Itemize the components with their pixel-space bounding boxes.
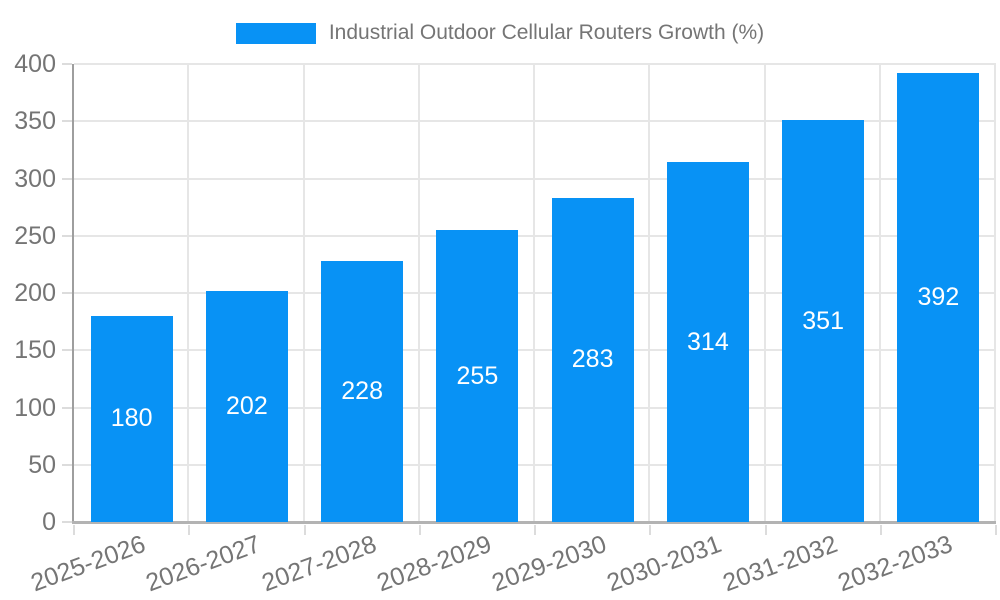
x-axis-line	[72, 521, 996, 524]
y-tick-label: 200	[14, 279, 56, 307]
x-tick-label: 2025-2026	[27, 530, 150, 598]
bar-value-label: 283	[571, 345, 614, 374]
bar-value-label: 228	[341, 376, 383, 405]
h-gridline	[74, 463, 996, 466]
x-tick	[649, 525, 652, 535]
v-gridline	[302, 64, 305, 522]
bar-value-label: 180	[110, 404, 153, 433]
x-tick	[534, 525, 536, 535]
bar[interactable]: 228	[321, 260, 404, 522]
x-tick-label: 2029-2030	[488, 530, 611, 598]
y-tick	[62, 63, 72, 65]
x-tick	[418, 525, 421, 535]
plot-area: 180 202 228 255 283 314 351 392	[62, 63, 997, 535]
bar[interactable]: 202	[205, 290, 288, 522]
y-tick	[62, 463, 72, 466]
y-tick	[62, 177, 72, 180]
h-gridline	[74, 234, 996, 237]
x-tick-label: 2032-2033	[834, 530, 956, 598]
bar-value-label: 202	[226, 391, 268, 420]
legend-item[interactable]: Industrial Outdoor Cellular Routers Grow…	[0, 21, 1000, 45]
x-tick-label: 2026-2027	[142, 530, 265, 598]
bar-value-label: 351	[802, 306, 844, 335]
h-gridline	[74, 177, 996, 180]
h-gridline	[74, 292, 996, 294]
y-tick-label: 400	[14, 50, 56, 78]
v-gridline	[763, 64, 766, 522]
x-tick-label: 2027-2028	[257, 530, 380, 598]
y-tick	[62, 234, 72, 237]
v-gridline	[417, 64, 420, 522]
y-tick-label: 350	[14, 107, 56, 136]
x-tick-label: 2028-2029	[373, 530, 495, 598]
y-tick-label: 100	[14, 393, 56, 422]
x-tick-label: 2030-2031	[603, 530, 726, 598]
bar-value-label: 255	[456, 361, 499, 390]
y-tick-label: 50	[28, 450, 56, 479]
x-tick-label: 2031-2032	[718, 530, 841, 598]
x-tick	[188, 525, 191, 535]
legend-swatch	[235, 22, 316, 44]
x-tick	[764, 525, 767, 535]
bar[interactable]: 351	[782, 120, 865, 522]
v-gridline	[648, 64, 651, 522]
h-gridline	[74, 120, 996, 123]
y-tick-label: 150	[14, 336, 56, 365]
x-tick	[995, 525, 997, 535]
y-tick-label: 0	[42, 508, 56, 536]
bar[interactable]: 255	[436, 230, 519, 522]
y-tick	[62, 406, 72, 409]
y-tick	[62, 120, 72, 123]
v-gridline	[187, 64, 190, 522]
y-tick	[62, 521, 72, 523]
y-tick-label: 250	[14, 221, 56, 250]
h-gridline	[74, 63, 996, 65]
v-gridline	[533, 64, 535, 522]
h-gridline	[74, 406, 996, 409]
x-tick	[303, 525, 306, 535]
y-tick-label: 300	[14, 164, 56, 193]
y-axis-line	[72, 64, 74, 522]
x-tick	[73, 525, 75, 535]
v-gridline	[994, 64, 996, 522]
legend-label: Industrial Outdoor Cellular Routers Grow…	[328, 21, 765, 44]
y-tick	[62, 349, 72, 352]
bar[interactable]: 392	[897, 73, 980, 522]
y-tick	[62, 292, 72, 294]
bar-value-label: 314	[687, 327, 729, 356]
bar[interactable]: 314	[666, 162, 749, 522]
h-gridline	[74, 349, 996, 352]
bar[interactable]: 283	[551, 197, 634, 522]
x-tick	[879, 525, 882, 535]
bar[interactable]: 180	[90, 315, 173, 522]
bar-value-label: 392	[917, 283, 960, 312]
v-gridline	[878, 64, 881, 522]
